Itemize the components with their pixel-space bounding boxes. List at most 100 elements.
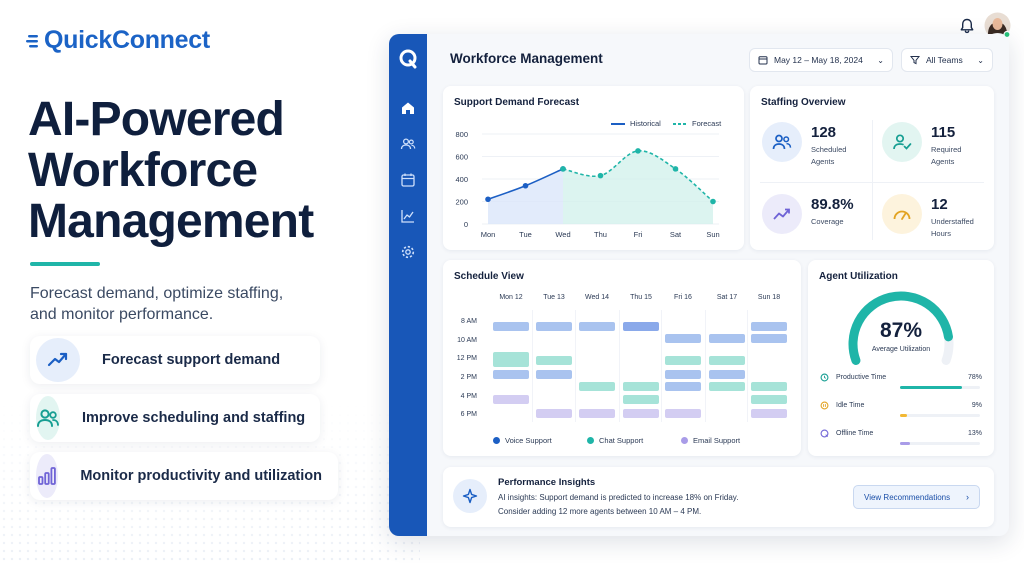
- schedule-shift-block[interactable]: [536, 409, 572, 418]
- util-value: 9%: [971, 402, 982, 409]
- data-point: [485, 196, 491, 203]
- divider: [760, 182, 984, 183]
- agents-icon: [762, 122, 802, 162]
- calendar-icon[interactable]: [400, 172, 416, 188]
- user-check-icon: [882, 122, 922, 162]
- chevron-down-icon: ⌄: [977, 55, 984, 65]
- schedule-time-label: 8 AM: [461, 318, 477, 325]
- schedule-shift-block[interactable]: [493, 395, 529, 404]
- app-logo-icon[interactable]: [397, 48, 419, 75]
- team-filter[interactable]: All Teams ⌄: [901, 48, 993, 72]
- legend-label: Forecast: [692, 119, 722, 128]
- legend-label: Chat Support: [599, 436, 644, 445]
- feature-card-monitoring[interactable]: Monitor productivity and utilization: [30, 452, 338, 500]
- page-title: Workforce Management: [450, 51, 603, 66]
- schedule-shift-block[interactable]: [579, 382, 615, 391]
- bell-icon[interactable]: [960, 18, 974, 39]
- view-recommendations-button[interactable]: View Recommendations ›: [853, 485, 980, 509]
- headline-line: Workforce: [28, 144, 258, 197]
- schedule-shift-block[interactable]: [665, 409, 701, 418]
- schedule-shift-block[interactable]: [623, 322, 659, 331]
- schedule-shift-block[interactable]: [709, 382, 745, 391]
- agents-icon[interactable]: [400, 136, 416, 152]
- schedule-time-label: 6 PM: [460, 411, 477, 418]
- schedule-shift-block[interactable]: [751, 409, 787, 418]
- clock-icon: [820, 373, 829, 382]
- schedule-time-label: 12 PM: [456, 355, 477, 362]
- stat-understaffed-hours: 12 Understaffed Hours: [882, 194, 985, 240]
- stat-value: 128: [811, 124, 837, 141]
- schedule-shift-block[interactable]: [493, 322, 529, 331]
- trend-up-icon: [36, 338, 80, 382]
- y-tick-label: 600: [455, 153, 468, 162]
- legend-chat: Chat Support: [587, 436, 643, 445]
- chevron-right-icon: ›: [966, 492, 969, 502]
- button-label: View Recommendations: [864, 492, 951, 502]
- schedule-shift-block[interactable]: [709, 334, 745, 343]
- schedule-shift-block[interactable]: [751, 334, 787, 343]
- gauge-fill: [848, 291, 953, 365]
- schedule-shift-block[interactable]: [536, 356, 572, 365]
- series-line: [562, 150, 714, 203]
- schedule-shift-block[interactable]: [493, 358, 529, 367]
- date-range-picker[interactable]: May 12 – May 18, 2024 ⌄: [749, 48, 893, 72]
- legend-voice: Voice Support: [493, 436, 552, 445]
- schedule-shift-block[interactable]: [623, 382, 659, 391]
- schedule-shift-block[interactable]: [493, 370, 529, 379]
- schedule-shift-block[interactable]: [579, 322, 615, 331]
- utilization-card: Agent Utilization 87% Average Utilizatio…: [808, 260, 994, 456]
- legend-forecast: Forecast: [673, 119, 721, 128]
- stat-value: 12: [931, 196, 948, 213]
- analytics-icon[interactable]: [400, 208, 416, 224]
- data-point: [710, 198, 716, 205]
- schedule-shift-block[interactable]: [493, 352, 529, 361]
- schedule-day-header: Mon 12: [499, 294, 523, 301]
- schedule-shift-block[interactable]: [579, 409, 615, 418]
- hero-subtitle: Forecast demand, optimize staffing, and …: [30, 283, 360, 325]
- column-divider: [575, 310, 576, 422]
- feature-label: Forecast support demand: [102, 352, 281, 368]
- team-filter-label: All Teams: [926, 55, 963, 65]
- accent-divider: [30, 262, 100, 266]
- speed-lines-icon: [26, 34, 38, 47]
- x-tick-label: Sun: [706, 230, 719, 239]
- schedule-day-header: Thu 15: [630, 294, 652, 301]
- legend-label: Voice Support: [505, 436, 552, 445]
- brand-logo[interactable]: QuickConnect: [26, 26, 210, 55]
- schedule-shift-block[interactable]: [623, 409, 659, 418]
- schedule-shift-block[interactable]: [665, 370, 701, 379]
- forecast-card: Support Demand Forecast Historical Forec…: [443, 86, 744, 250]
- schedule-shift-block[interactable]: [751, 382, 787, 391]
- schedule-shift-block[interactable]: [665, 382, 701, 391]
- schedule-shift-block[interactable]: [536, 322, 572, 331]
- util-label: Idle Time: [836, 402, 865, 409]
- schedule-shift-block[interactable]: [709, 356, 745, 365]
- schedule-shift-block[interactable]: [623, 395, 659, 404]
- schedule-shift-block[interactable]: [709, 370, 745, 379]
- feature-card-scheduling[interactable]: Improve scheduling and staffing: [30, 394, 320, 442]
- schedule-shift-block[interactable]: [536, 370, 572, 379]
- schedule-shift-block[interactable]: [751, 322, 787, 331]
- schedule-shift-block[interactable]: [665, 334, 701, 343]
- util-track: [900, 386, 980, 389]
- schedule-title: Schedule View: [454, 271, 524, 282]
- util-track: [900, 442, 980, 445]
- schedule-shift-block[interactable]: [751, 395, 787, 404]
- schedule-shift-block[interactable]: [665, 356, 701, 365]
- schedule-day-header: Fri 16: [674, 294, 692, 301]
- schedule-time-label: 4 PM: [460, 393, 477, 400]
- y-tick-label: 0: [464, 220, 468, 229]
- insights-text-line: Consider adding 12 more agents between 1…: [498, 507, 702, 516]
- settings-icon[interactable]: [400, 244, 416, 260]
- home-icon[interactable]: [400, 100, 416, 116]
- data-point: [560, 166, 566, 172]
- feature-card-forecast[interactable]: Forecast support demand: [30, 336, 320, 384]
- x-tick-label: Wed: [555, 230, 570, 239]
- headline-line: Management: [28, 195, 314, 248]
- stat-label: Understaffed Hours: [931, 217, 974, 238]
- feature-label: Monitor productivity and utilization: [80, 468, 322, 484]
- sparkle-icon: [453, 479, 487, 513]
- stat-scheduled-agents: 128 Scheduled Agents: [762, 122, 865, 168]
- offline-icon: [820, 429, 829, 438]
- data-point: [597, 172, 604, 179]
